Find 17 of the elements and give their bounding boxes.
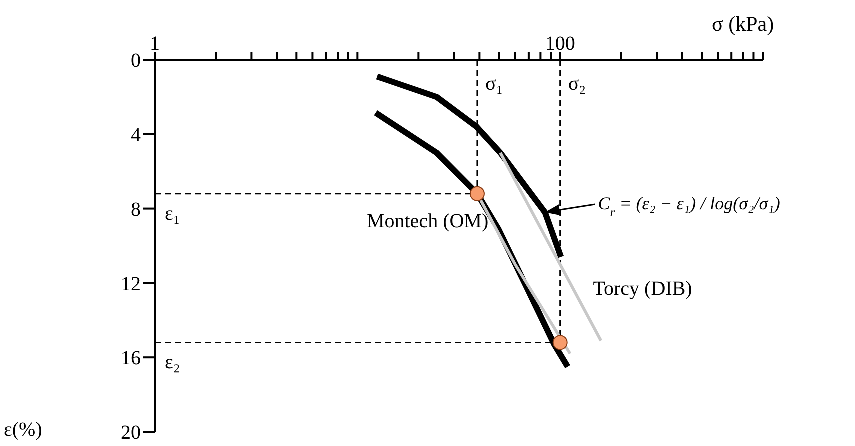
annotation: C$_{r}$ = (ε₂ − ε₁) / log(σ₂/σ₁) (598, 194, 780, 220)
x-axis-title: σ (kPa) (712, 12, 774, 37)
y-tick-label: 0 (131, 50, 141, 72)
ref-line-label: σ₂ (568, 73, 586, 95)
y-tick-label: 8 (131, 198, 141, 221)
y-axis-title: ε(%) (4, 419, 42, 442)
series-label: Montech (OM) (366, 210, 489, 232)
y-tick-label: 20 (121, 422, 141, 444)
x-tick-label: 1 (150, 33, 160, 55)
y-tick-label: 12 (121, 273, 141, 296)
y-tick-label: 4 (131, 124, 141, 146)
ref-line-label: ε₁ (165, 202, 180, 225)
ref-line-label: σ₁ (485, 73, 504, 95)
series-label: Torcy (DIB) (593, 278, 692, 300)
y-tick-label: 16 (121, 348, 141, 370)
ref-line-label: ε₂ (165, 352, 180, 374)
x-tick-label: 100 (545, 33, 576, 55)
